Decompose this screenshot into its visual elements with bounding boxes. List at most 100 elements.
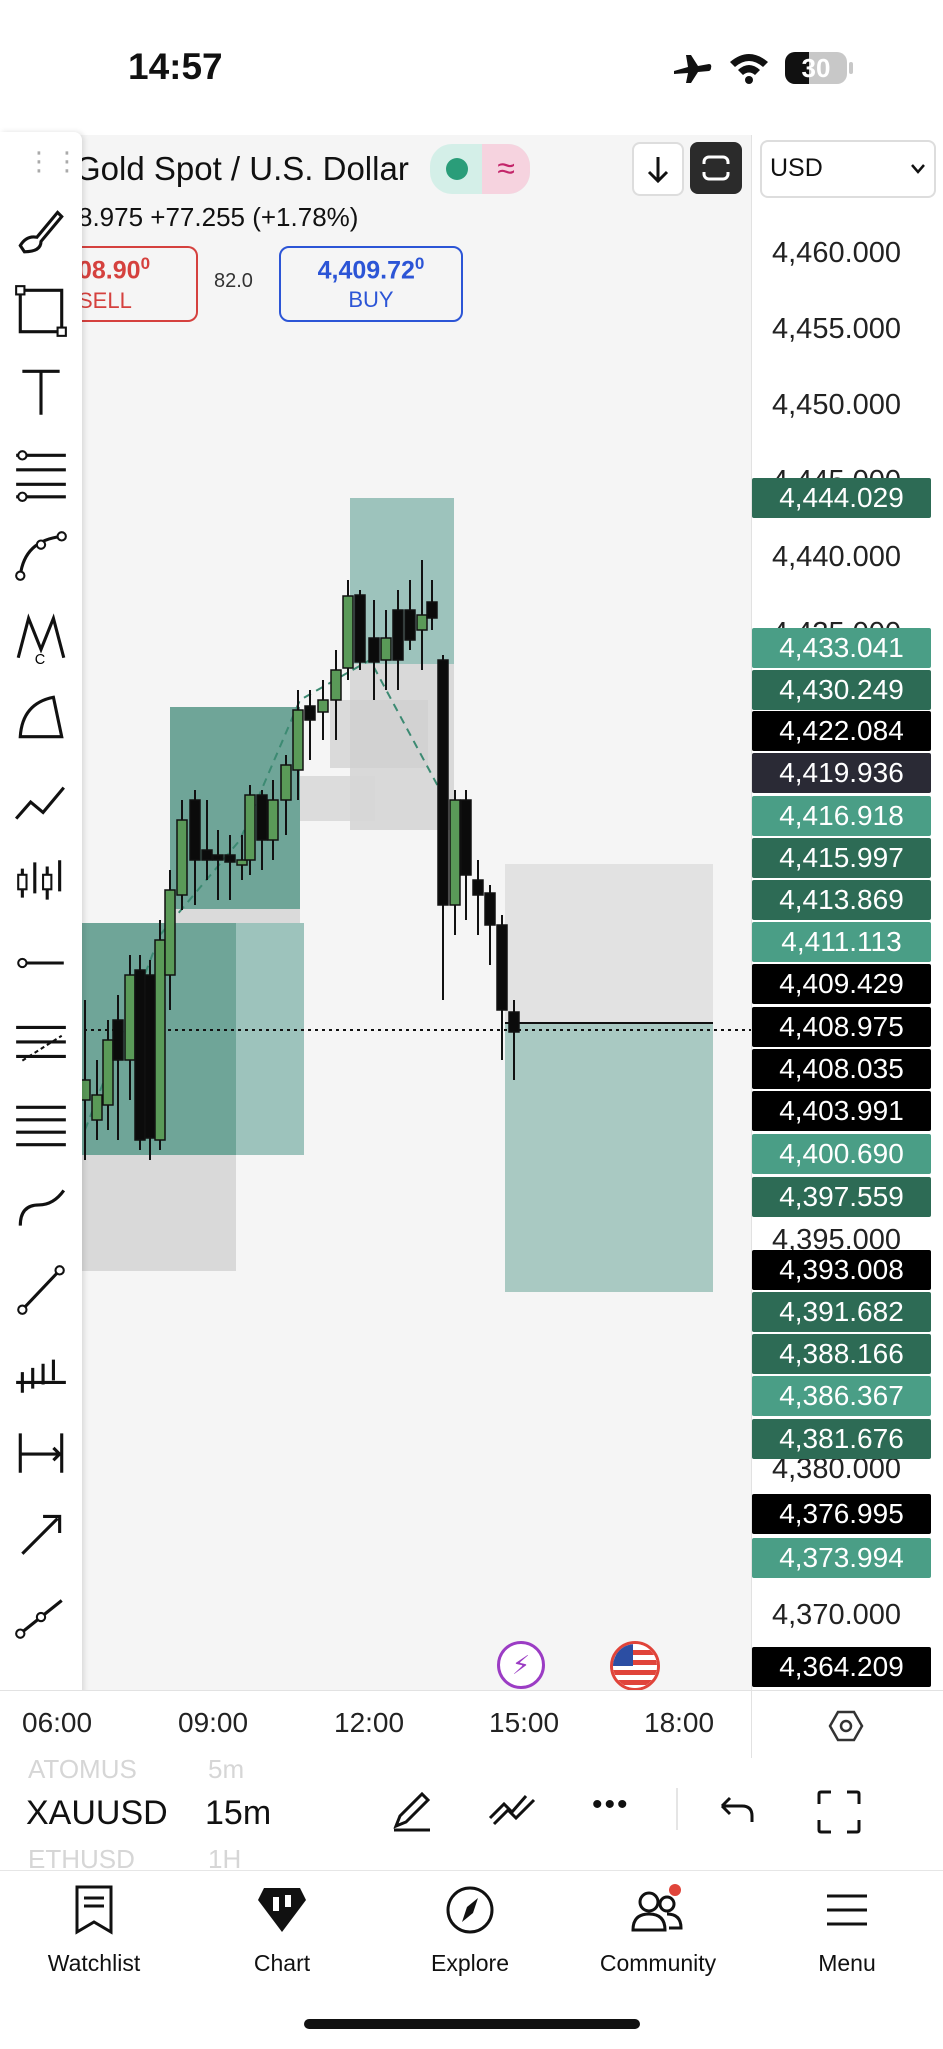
tool-arc[interactable] <box>12 689 70 747</box>
nav-explore[interactable]: Explore <box>395 1878 545 1976</box>
price-tag: 4,388.166 <box>752 1334 931 1374</box>
tool-fib-extension[interactable] <box>12 1015 70 1073</box>
nav-chart-label: Chart <box>253 1950 311 1976</box>
price-tag: 4,433.041 <box>752 628 931 668</box>
interval-selector[interactable]: 15m <box>205 1794 272 1832</box>
symbol-bar: ATOMUS 5m XAUUSD 15m ETHUSD 1H ••• <box>0 1754 943 1874</box>
market-status-badge[interactable]: ≈ <box>430 144 530 194</box>
lightning-event-icon[interactable]: ⚡ <box>497 1641 545 1689</box>
price-tag: 4,376.995 <box>752 1494 931 1534</box>
settings-hexagon-icon[interactable] <box>828 1708 864 1744</box>
candlestick-chart[interactable] <box>0 135 751 1690</box>
candle-body <box>472 879 484 896</box>
nav-chart[interactable]: Chart <box>207 1878 357 1976</box>
tool-rectangle[interactable] <box>12 282 70 340</box>
currency-select[interactable]: USD <box>760 140 936 198</box>
candle-body <box>317 699 329 713</box>
battery-indicator: 30 <box>785 52 847 84</box>
price-tick-label: 4,460.000 <box>772 237 902 269</box>
tool-text[interactable] <box>12 363 70 421</box>
buy-button[interactable]: 4,409.720 BUY <box>279 246 463 322</box>
tool-horizontal-line[interactable] <box>12 934 70 992</box>
buy-price-pip: 0 <box>414 254 425 273</box>
trend-drawing-icon[interactable] <box>486 1790 540 1830</box>
tool-ray[interactable] <box>12 1586 70 1644</box>
candle-body <box>112 1019 124 1061</box>
nav-community-label: Community <box>599 1950 717 1976</box>
bars-pattern-icon <box>17 860 62 900</box>
watchlist-icon <box>75 1885 113 1935</box>
price-tick-label: 4,370.000 <box>772 1599 902 1631</box>
download-button[interactable] <box>632 142 684 196</box>
nav-menu-label: Menu <box>818 1950 876 1976</box>
price-tag: 4,409.429 <box>752 964 931 1004</box>
nav-watchlist[interactable]: Watchlist <box>19 1878 169 1976</box>
prev-symbol[interactable]: ATOMUS <box>28 1754 137 1784</box>
pen-icon[interactable] <box>388 1786 436 1834</box>
zone-box <box>505 864 713 1024</box>
price-tag: 4,444.029 <box>752 478 931 518</box>
candle-body <box>508 1011 520 1033</box>
nav-explore-label: Explore <box>431 1950 509 1976</box>
tool-anchored-volume[interactable] <box>12 1341 70 1399</box>
text-icon <box>22 369 60 415</box>
zone-box <box>82 1155 236 1271</box>
currency-value: USD <box>770 154 823 182</box>
candle-body <box>330 669 342 701</box>
price-tag: 4,364.209 <box>752 1647 931 1687</box>
status-time: 14:57 <box>128 46 223 87</box>
trend-line <box>84 658 441 1131</box>
next-symbol[interactable]: ETHUSD <box>28 1844 135 1874</box>
wifi-icon <box>730 54 768 84</box>
more-dots-icon[interactable]: ••• <box>592 1788 630 1821</box>
fullscreen-toggle-button[interactable] <box>690 142 742 194</box>
symbol-title[interactable]: Gold Spot / U.S. Dollar <box>75 150 409 187</box>
tool-bars-pattern[interactable] <box>12 852 70 910</box>
candle-body <box>304 705 316 721</box>
candle-body <box>124 974 136 1061</box>
tool-curve[interactable] <box>12 526 70 584</box>
parallel-lines-icon <box>16 1105 66 1146</box>
time-axis[interactable] <box>0 1690 943 1759</box>
next-interval[interactable]: 1H <box>208 1844 242 1874</box>
tool-trend-line[interactable] <box>12 1260 70 1318</box>
candle-body <box>134 969 146 1141</box>
candle-body <box>267 799 279 841</box>
prev-interval[interactable]: 5m <box>208 1754 245 1784</box>
undo-icon[interactable] <box>718 1792 756 1828</box>
candle-body <box>484 892 496 926</box>
nav-menu[interactable]: Menu <box>772 1878 922 1976</box>
tool-brush-arc[interactable] <box>12 1178 70 1236</box>
tool-forecast[interactable] <box>12 771 70 829</box>
price-tag: 4,403.991 <box>752 1091 931 1131</box>
menu-icon <box>827 1894 867 1926</box>
tool-arrow[interactable] <box>12 1504 70 1562</box>
fullscreen-icon[interactable] <box>815 1788 863 1836</box>
symbol-selector[interactable]: XAUUSD <box>26 1794 168 1832</box>
compass-icon <box>446 1886 494 1934</box>
candle-body <box>224 854 236 863</box>
arc-icon <box>18 695 64 739</box>
candle-body <box>189 799 201 861</box>
candle-body <box>392 609 404 661</box>
time-label: 15:00 <box>489 1707 560 1738</box>
date-range-icon <box>18 1432 64 1473</box>
tool-date-range[interactable] <box>12 1423 70 1481</box>
candle-body <box>449 799 461 906</box>
zone-box <box>505 1024 713 1292</box>
arrow-icon <box>21 1514 62 1555</box>
tool-xabcd-pattern[interactable]: C <box>12 608 70 667</box>
sell-button[interactable]: 08.900 SELL <box>78 246 198 322</box>
fib-retracement-icon <box>16 449 66 502</box>
us-flag-event-icon[interactable] <box>610 1641 660 1691</box>
candle-body <box>426 601 438 619</box>
drag-handle-icon[interactable]: ⋮⋮ <box>26 146 82 176</box>
candle-body <box>244 794 256 861</box>
xabcd-pattern-icon: C <box>16 612 66 667</box>
tool-fib-retracement[interactable] <box>12 445 70 503</box>
tool-brush[interactable] <box>12 200 70 258</box>
price-tag: 4,391.682 <box>752 1292 931 1332</box>
chart-canvas[interactable] <box>0 135 751 1690</box>
tool-parallel-lines[interactable] <box>12 1097 70 1155</box>
nav-community[interactable]: Community <box>583 1878 733 1976</box>
